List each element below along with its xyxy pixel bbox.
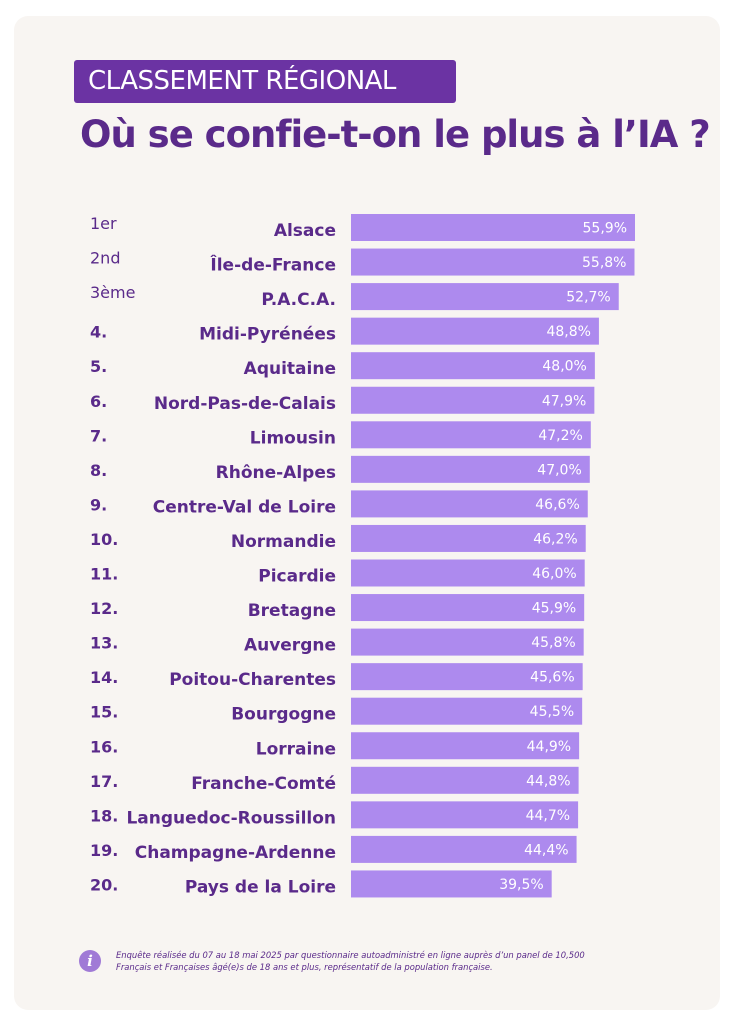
bar xyxy=(351,628,584,656)
bar xyxy=(351,248,635,276)
bar xyxy=(351,490,588,518)
category-label: Bretagne xyxy=(248,601,336,621)
category-label: Rhône-Alpes xyxy=(216,463,336,483)
page-title: Où se confie-t-on le plus à l’IA ? xyxy=(80,113,711,156)
info-icon: i xyxy=(79,950,101,972)
rank-label: 15. xyxy=(90,703,118,722)
value-label: 45,5% xyxy=(530,704,574,720)
rank-label: 18. xyxy=(90,806,118,825)
value-label: 52,7% xyxy=(566,290,610,306)
category-label: Auvergne xyxy=(244,636,336,656)
value-label: 46,0% xyxy=(532,566,576,582)
category-label: Nord-Pas-de-Calais xyxy=(154,394,336,414)
bar xyxy=(351,835,577,863)
category-label: Alsace xyxy=(274,221,336,241)
rank-label: 10. xyxy=(90,530,118,549)
value-label: 45,8% xyxy=(531,635,575,651)
rank-label: 2nd xyxy=(90,249,120,268)
category-label: Bourgogne xyxy=(231,705,336,725)
rank-label: 9. xyxy=(90,495,107,514)
value-label: 47,9% xyxy=(542,393,586,409)
rank-label: 6. xyxy=(90,392,107,411)
category-label: P.A.C.A. xyxy=(261,290,336,310)
category-label: Poitou-Charentes xyxy=(169,670,336,690)
value-label: 46,2% xyxy=(533,531,577,547)
footnote: Enquête réalisée du 07 au 18 mai 2025 pa… xyxy=(116,950,585,972)
value-label: 48,8% xyxy=(546,324,590,340)
category-label: Limousin xyxy=(250,428,336,448)
category-label: Pays de la Loire xyxy=(185,877,336,897)
rank-label: 16. xyxy=(90,737,118,756)
bar xyxy=(351,697,583,725)
value-label: 47,2% xyxy=(538,428,582,444)
bar xyxy=(351,455,590,483)
value-label: 47,0% xyxy=(537,462,581,478)
bar xyxy=(351,524,586,552)
category-label: Centre-Val de Loire xyxy=(153,497,336,517)
bar xyxy=(351,870,552,898)
rank-label: 1er xyxy=(90,214,117,233)
value-label: 45,6% xyxy=(530,670,574,686)
value-label: 55,8% xyxy=(582,255,626,271)
rank-label: 11. xyxy=(90,565,118,584)
category-label: Champagne-Ardenne xyxy=(135,843,336,863)
bar xyxy=(351,386,595,414)
category-label: Languedoc-Roussillon xyxy=(126,808,336,828)
rank-label: 5. xyxy=(90,357,107,376)
section-badge: CLASSEMENT RÉGIONAL xyxy=(74,60,456,103)
rank-label: 12. xyxy=(90,599,118,618)
rank-label: 17. xyxy=(90,772,118,791)
rank-label: 3ème xyxy=(90,283,135,302)
rank-label: 14. xyxy=(90,668,118,687)
value-label: 48,0% xyxy=(542,359,586,375)
category-label: Île-de-France xyxy=(210,254,336,276)
value-label: 44,9% xyxy=(527,739,571,755)
rank-label: 20. xyxy=(90,875,118,894)
bar xyxy=(351,663,583,691)
bar xyxy=(351,317,599,345)
rank-label: 8. xyxy=(90,461,107,480)
value-label: 46,6% xyxy=(535,497,579,513)
bar xyxy=(351,594,585,622)
value-label: 55,9% xyxy=(583,221,627,237)
value-label: 44,8% xyxy=(526,773,570,789)
value-label: 44,4% xyxy=(524,842,568,858)
rank-label: 7. xyxy=(90,426,107,445)
value-label: 45,9% xyxy=(532,601,576,617)
value-label: 44,7% xyxy=(526,808,570,824)
bar xyxy=(351,283,619,311)
bar xyxy=(351,801,579,829)
category-label: Normandie xyxy=(231,532,336,552)
value-label: 39,5% xyxy=(499,877,543,893)
category-label: Lorraine xyxy=(256,739,336,759)
rank-label: 19. xyxy=(90,841,118,860)
category-label: Picardie xyxy=(258,567,336,587)
category-label: Franche-Comté xyxy=(191,774,336,794)
bar xyxy=(351,732,580,760)
category-label: Aquitaine xyxy=(244,359,336,379)
bar xyxy=(351,421,591,449)
category-label: Midi-Pyrénées xyxy=(199,325,336,345)
rank-label: 4. xyxy=(90,323,107,342)
rank-label: 13. xyxy=(90,634,118,653)
bar xyxy=(351,214,635,241)
bar xyxy=(351,352,595,380)
bar xyxy=(351,559,585,587)
bar xyxy=(351,766,579,794)
